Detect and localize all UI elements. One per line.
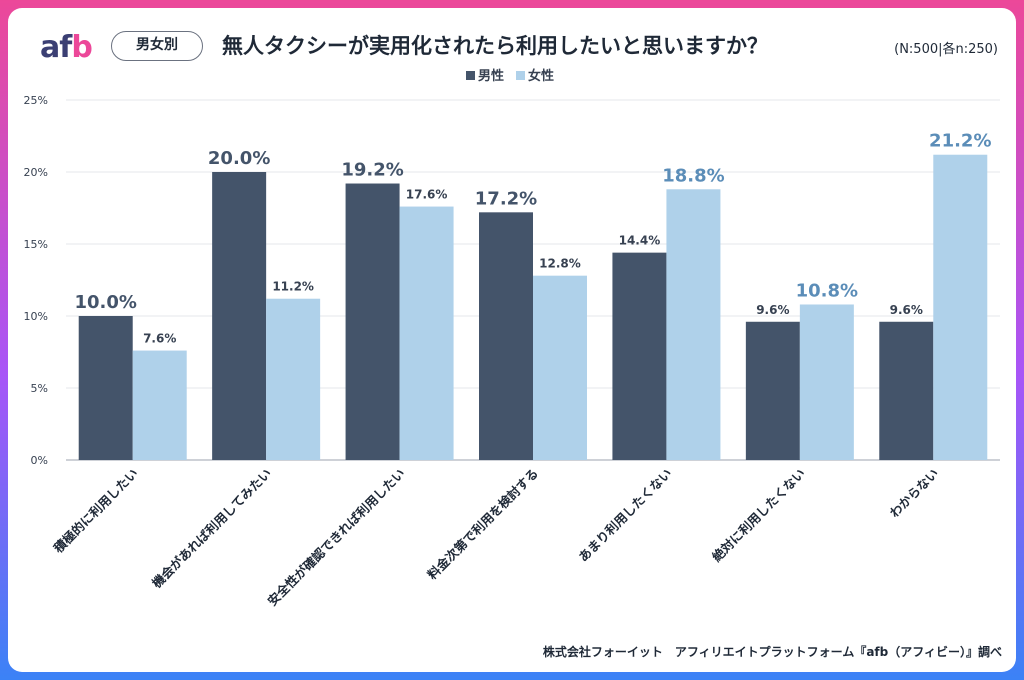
data-label-male: 9.6% [756, 303, 789, 317]
category-label: 積極的に利用したい [50, 466, 141, 557]
y-tick-label: 20% [24, 166, 48, 179]
bar-female [933, 154, 988, 460]
bar-male [345, 183, 400, 460]
bar-female [666, 189, 721, 460]
y-tick-label: 5% [31, 382, 48, 395]
category-label: 安全性が確認できれば利用したい [264, 466, 407, 609]
logo-letter-b: b [71, 30, 93, 65]
category-label: 機会があれば利用してみたい [149, 466, 274, 591]
data-label-male: 10.0% [74, 292, 136, 313]
sample-size: (N:500|各n:250) [894, 42, 998, 57]
bar-female [799, 304, 854, 460]
bar-female [533, 275, 587, 460]
chart-card: afb 男女別 無人タクシーが実用化されたら利用したいと思いますか？ (N:50… [8, 8, 1016, 672]
data-label-female: 18.8% [662, 165, 724, 186]
data-label-female: 21.2% [929, 131, 991, 152]
legend-swatch-female [516, 71, 525, 80]
bar-female [399, 206, 454, 460]
category-label: わからない [887, 466, 942, 521]
legend-label-female: 女性 [528, 68, 554, 84]
bar-chart: 0% 5% 10% 15% 20% 25% 男性 女性 10.0% 7.6% 積極的に利用したい 20… [24, 68, 1000, 609]
y-tick-label: 0% [31, 454, 48, 467]
segment-tag: 男女別 [111, 31, 203, 61]
bar-male [212, 172, 267, 460]
category-label: 料金次第で利用を検討する [424, 466, 541, 583]
bar-female [266, 298, 321, 460]
logo-letter-a: a [40, 30, 60, 65]
category-label: 絶対に利用したくない [709, 466, 808, 565]
data-label-female: 7.6% [143, 332, 176, 346]
source-credit: 株式会社フォーイット アフィリエイトプラットフォーム『afb（アフィビー）』調べ [542, 645, 1002, 659]
bar-male [612, 252, 667, 460]
y-tick-label: 15% [24, 238, 48, 251]
legend-swatch-male [466, 71, 475, 80]
y-tick-label: 10% [24, 310, 48, 323]
bar-male [78, 316, 133, 460]
data-label-male: 19.2% [341, 160, 403, 181]
afb-logo: afb [40, 30, 93, 66]
bar-female [132, 350, 187, 460]
y-tick-label: 25% [24, 94, 48, 107]
data-label-male: 14.4% [619, 234, 661, 248]
data-label-female: 10.8% [796, 280, 858, 301]
logo-letter-f: f [59, 30, 72, 65]
data-label-male: 17.2% [475, 188, 537, 209]
bar-male [479, 212, 533, 460]
data-label-male: 20.0% [208, 148, 270, 169]
data-label-female: 11.2% [272, 280, 314, 294]
bar-male [745, 321, 800, 460]
chart-title: 無人タクシーが実用化されたら利用したいと思いますか？ [222, 34, 768, 58]
category-label: あまり利用したくない [576, 466, 675, 565]
data-label-male: 9.6% [890, 303, 923, 317]
bar-male [879, 321, 934, 460]
data-label-female: 12.8% [539, 257, 581, 271]
legend-label-male: 男性 [478, 68, 504, 84]
data-label-female: 17.6% [406, 188, 448, 202]
